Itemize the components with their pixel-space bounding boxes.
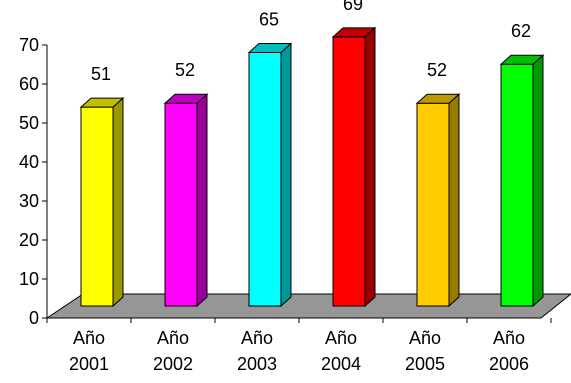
x-tick-label: Año 2004 [321,328,361,374]
data-label: 51 [91,64,111,84]
x-tick-label: Año 2003 [237,328,277,374]
bar-side [448,93,460,308]
bar-side [532,54,544,308]
data-label: 52 [427,60,447,80]
bar [331,26,377,308]
chart-floor [45,293,571,319]
bar-front [500,63,534,307]
bar-front [164,102,198,307]
bar-top [163,93,209,104]
y-tick-label: 30 [19,191,39,211]
bar-side [364,26,376,308]
y-tick-label: 40 [19,152,39,172]
bar-top [247,43,293,53]
bar [247,42,293,308]
y-tick-label: 50 [19,113,39,133]
x-tick-label: Año 2005 [405,328,445,374]
x-tick-label: Año 2002 [153,328,193,374]
bar [163,93,209,308]
y-axis-ticks: 0 10 20 30 40 50 60 70 [19,35,47,328]
bars [79,26,545,308]
y-tick-label: 0 [29,308,39,328]
bar [499,54,545,308]
bar-side [280,42,292,308]
x-tick-label: Año 2006 [489,328,529,374]
bar-top [499,54,545,65]
bar-top [415,93,461,104]
y-tick-label: 10 [19,269,39,289]
bar-side [196,93,208,308]
value-labels: 51 52 65 69 52 62 [91,0,531,84]
bar-top [331,27,377,38]
data-label: 69 [343,0,363,14]
x-axis-ticks: Año 2001 Año 2002 Año 2003 Año 2004 Año 2005 Año 20… [46,318,552,374]
bar-side [112,96,124,308]
bar-front [248,52,282,307]
x-tick-label: Año 2001 [69,328,109,374]
bar-front [416,102,450,307]
bar-front [80,106,114,307]
y-tick-label: 20 [19,230,39,250]
data-label: 62 [511,21,531,41]
y-tick-label: 60 [19,74,39,94]
bar [415,93,461,308]
bar-top [79,97,125,108]
bar [79,96,125,308]
data-label: 65 [259,10,279,30]
data-label: 52 [175,60,195,80]
bar-front [332,36,366,307]
y-tick-label: 70 [19,35,39,55]
